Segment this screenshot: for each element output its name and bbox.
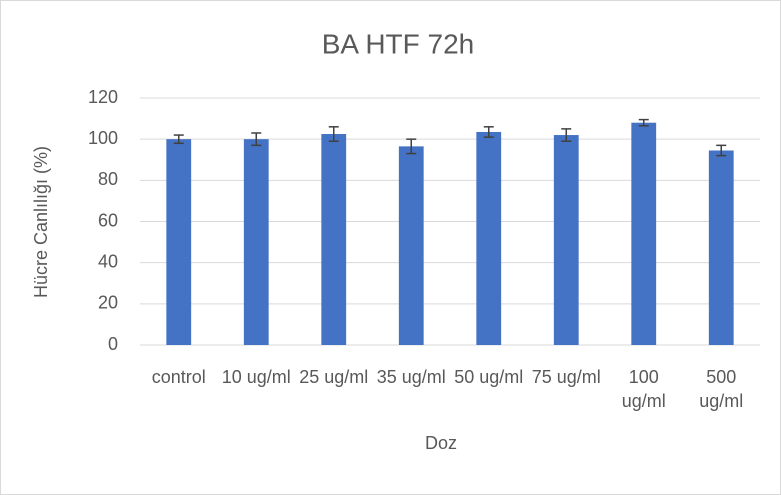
chart-title: BA HTF 72h bbox=[322, 28, 475, 59]
x-tick-label-box: 75 ug/ml bbox=[531, 367, 601, 387]
bar bbox=[553, 135, 579, 345]
x-tick-label: 100 ug/ml bbox=[621, 367, 666, 411]
x-tick-label: control bbox=[151, 367, 206, 387]
x-tick-label-box: control bbox=[151, 367, 206, 387]
y-axis-label: Hücre Canlılığı (%) bbox=[31, 146, 51, 298]
x-tick-label-box: 100 ug/ml bbox=[621, 367, 666, 411]
x-tick-label: 75 ug/ml bbox=[531, 367, 601, 387]
bar bbox=[631, 122, 657, 345]
x-axis-label: Doz bbox=[425, 433, 457, 453]
error-bar bbox=[173, 134, 184, 145]
bar bbox=[243, 139, 269, 345]
y-tick-label: 40 bbox=[98, 251, 118, 271]
x-tick-label-box: 10 ug/ml bbox=[221, 367, 291, 387]
y-tick-label: 120 bbox=[88, 87, 118, 107]
error-bar bbox=[251, 132, 262, 147]
x-tick-label-box: 35 ug/ml bbox=[376, 367, 446, 387]
bar bbox=[708, 150, 734, 345]
x-tick-label: 25 ug/ml bbox=[299, 367, 369, 387]
error-bar bbox=[328, 126, 339, 142]
y-tick-label: 0 bbox=[108, 334, 118, 354]
bar bbox=[398, 146, 424, 345]
error-bar bbox=[716, 144, 727, 157]
error-bar bbox=[406, 138, 417, 155]
error-bar bbox=[638, 118, 649, 127]
x-tick-label-box: 50 ug/ml bbox=[454, 367, 524, 387]
error-bar bbox=[561, 128, 572, 142]
x-tick-label: 50 ug/ml bbox=[454, 367, 524, 387]
bar bbox=[476, 131, 502, 345]
bar bbox=[166, 139, 192, 345]
error-bar bbox=[483, 126, 494, 138]
x-tick-label: 500 ug/ml bbox=[699, 367, 744, 411]
x-tick-label: 10 ug/ml bbox=[221, 367, 291, 387]
y-tick-label: 80 bbox=[98, 169, 118, 189]
x-tick-label-box: 25 ug/ml bbox=[299, 367, 369, 387]
y-tick-label: 20 bbox=[98, 293, 118, 313]
y-tick-label: 100 bbox=[88, 128, 118, 148]
x-tick-label-box: 500 ug/ml bbox=[699, 367, 744, 411]
x-tick-label: 35 ug/ml bbox=[376, 367, 446, 387]
bar bbox=[321, 134, 347, 345]
y-tick-label: 60 bbox=[98, 210, 118, 230]
